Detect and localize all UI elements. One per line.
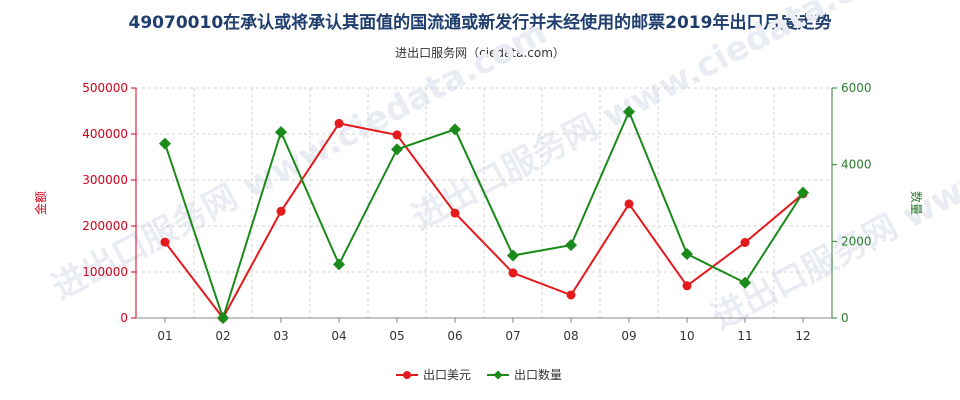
series-2-point — [507, 249, 519, 262]
x-tick-label: 08 — [563, 329, 578, 343]
series-line-1 — [164, 122, 804, 320]
x-tick-label: 05 — [389, 329, 404, 343]
y-left-tick-label: 400000 — [82, 127, 128, 141]
legend-label: 出口美元 — [423, 368, 471, 382]
y-left-tick-label: 500000 — [82, 81, 128, 95]
series-2-point — [391, 143, 403, 156]
legend-label: 出口数量 — [514, 367, 562, 382]
series-2-point — [333, 258, 345, 271]
series-2-point — [565, 239, 577, 252]
series-2-point — [739, 276, 751, 289]
y-left-axis-title: 金额 — [33, 191, 48, 215]
series-line-2 — [164, 109, 804, 322]
series-1-point — [450, 208, 460, 218]
series-2-point — [275, 126, 287, 139]
watermark-text: 进出口服务网 www.ciedata.com — [405, 0, 913, 238]
series-2-point — [217, 312, 229, 324]
y-left-tick-label: 0 — [120, 311, 128, 325]
series-1-point — [740, 238, 750, 248]
series-2-point — [681, 247, 693, 260]
x-tick-label: 03 — [273, 329, 288, 343]
watermark-text: 进出口服务网 www.ciedata.com — [45, 13, 553, 308]
x-tick-label: 09 — [621, 329, 636, 343]
chart-subtitle: 进出口服务网（ciedata.com） — [395, 46, 565, 60]
series — [159, 105, 809, 324]
series-1-point — [392, 130, 402, 140]
x-tick-label: 07 — [505, 329, 520, 343]
x-tick-label: 06 — [447, 329, 462, 343]
series-1-point — [566, 290, 576, 300]
x-tick-label: 02 — [215, 329, 230, 343]
series-1-point — [334, 118, 344, 128]
y-right-tick-label: 2000 — [841, 234, 872, 248]
series-1-point — [276, 206, 286, 216]
series-1-point — [624, 199, 634, 209]
y-left-tick-label: 200000 — [82, 219, 128, 233]
series-2-point — [159, 137, 171, 150]
legend-marker — [403, 371, 411, 379]
series-1-point — [508, 268, 518, 278]
chart-title: 49070010在承认或将承认其面值的国流通或新发行并未经使用的邮票2019年出… — [128, 13, 832, 33]
x-tick-label: 12 — [795, 329, 810, 343]
series-2-point — [449, 123, 461, 136]
y-right-tick-label: 0 — [841, 311, 849, 325]
x-tick-label: 11 — [737, 329, 752, 343]
legend: 出口美元 出口数量 — [396, 367, 562, 382]
y-right-tick-label: 6000 — [841, 81, 872, 95]
y-left-tick-label: 300000 — [82, 173, 128, 187]
series-1-point — [682, 281, 692, 291]
series-1-point — [160, 237, 170, 247]
x-tick-label: 04 — [331, 329, 346, 343]
y-right-tick-label: 4000 — [841, 158, 872, 172]
series-2-point — [623, 105, 635, 118]
series-2-point — [797, 186, 809, 199]
x-tick-label: 01 — [157, 329, 172, 343]
y-left-tick-label: 100000 — [82, 265, 128, 279]
axes: 0 100000 200000 300000 400000 500000 0 2000 4000… — [33, 81, 924, 343]
x-tick-label: 10 — [679, 329, 694, 343]
y-right-axis-title: 数量 — [909, 191, 924, 215]
grid — [135, 87, 833, 319]
legend-marker — [493, 370, 503, 380]
